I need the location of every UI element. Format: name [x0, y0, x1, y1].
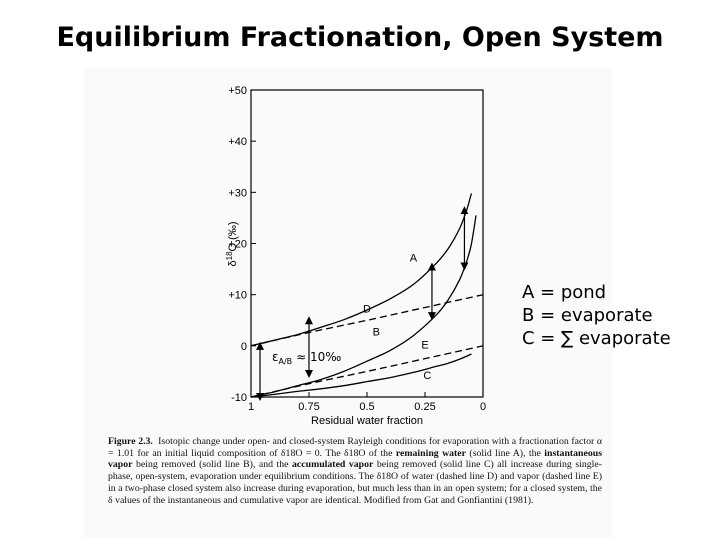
caption-bold-3: accumulated vapor — [292, 459, 374, 471]
y-axis-label-delta: δ — [227, 260, 239, 266]
curve-label-d: D — [363, 304, 371, 316]
series-c-line — [250, 353, 472, 398]
curve-label-b: B — [373, 327, 380, 339]
y-tick-label: +40 — [228, 136, 247, 148]
caption-bold-2: instantaneous vapor — [108, 447, 603, 471]
x-tick-label: 0.5 — [359, 401, 374, 413]
y-tick-label: +20 — [228, 239, 247, 251]
legend-item-b: B = evaporate — [522, 305, 653, 326]
epsilon-annotation: εA/B ≈ 10‰ — [272, 350, 341, 366]
legend-item-a: A = pond — [522, 282, 607, 303]
caption-text-3: being removed (solid line B), and the — [132, 459, 293, 471]
figure-caption: Figure 2.3. Isotopic change under open- … — [108, 436, 602, 506]
caption-text-4: being removed (solid line C) all increas… — [108, 459, 602, 506]
svg-text:δ18O (‰): δ18O (‰) — [225, 222, 239, 267]
caption-figure-label: Figure 2.3. — [108, 436, 153, 447]
y-tick-label: +30 — [228, 187, 247, 199]
y-tick-label: +50 — [228, 85, 247, 97]
y-axis-label-sup: 18 — [225, 251, 234, 260]
y-tick-label: -10 — [231, 392, 247, 404]
curve-label-e: E — [421, 339, 428, 351]
legend: A = pond B = evaporate C = ∑ evaporate — [522, 281, 671, 350]
y-axis-label-rest: O (‰) — [227, 222, 239, 252]
curve-label-a: A — [410, 252, 418, 264]
caption-text-1: Isotopic change under open- and closed-s… — [108, 436, 602, 459]
x-axis-label: Residual water fraction — [311, 415, 423, 427]
y-tick-label: 0 — [241, 341, 247, 353]
x-tick-label: 0.75 — [298, 401, 319, 413]
x-tick-label: 0 — [480, 401, 486, 413]
caption-bold-1: remaining water — [395, 447, 467, 459]
series-a-line — [250, 193, 473, 347]
plot-frame — [250, 89, 484, 398]
x-tick-label: 0.25 — [414, 401, 435, 413]
curve-label-c: C — [423, 370, 431, 382]
series-e-line — [250, 345, 484, 398]
legend-item-c: C = ∑ evaporate — [522, 328, 671, 349]
series-d-line — [250, 294, 484, 347]
slide-title: Equilibrium Fractionation, Open System — [56, 22, 664, 53]
epsilon-value: ≈ 10‰ — [296, 350, 341, 364]
caption-text-2: (solid line A), the — [466, 447, 545, 459]
y-axis-label: δ18O (‰) — [225, 222, 239, 267]
figure-scan — [84, 68, 612, 538]
y-tick-label: +10 — [228, 290, 247, 302]
x-tick-label: 1 — [248, 401, 254, 413]
epsilon-subscript: A/B — [279, 357, 293, 366]
epsilon-symbol: ε — [272, 350, 279, 364]
